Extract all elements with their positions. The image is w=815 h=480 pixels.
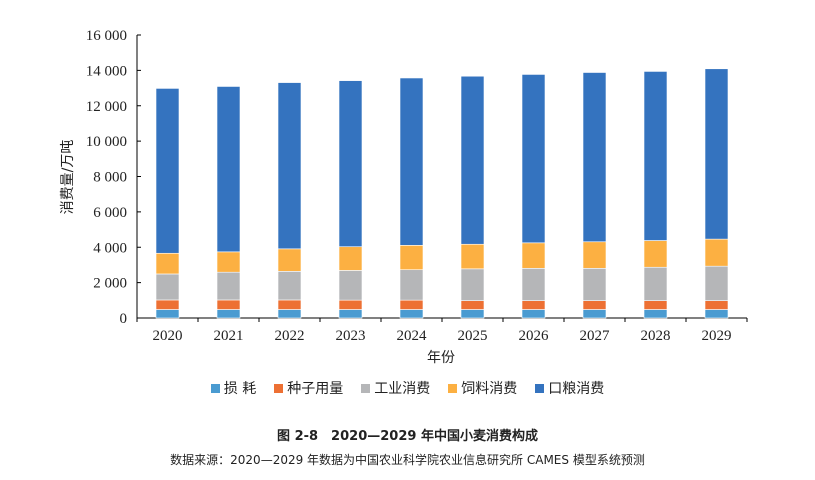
bar-segment bbox=[338, 270, 363, 301]
bar-segment bbox=[155, 299, 180, 310]
y-tick-label: 16 000 bbox=[86, 28, 127, 44]
y-tick-label: 10 000 bbox=[86, 134, 127, 150]
bar-segment bbox=[216, 251, 241, 273]
x-tick-label: 2021 bbox=[214, 328, 244, 344]
bar-segment bbox=[338, 246, 363, 271]
bar-segment bbox=[521, 267, 546, 301]
bar-segment bbox=[399, 245, 424, 271]
bar-segment bbox=[521, 309, 546, 319]
legend-label: 工业消费 bbox=[374, 381, 431, 397]
bar-segment bbox=[643, 266, 668, 301]
bar-segment bbox=[277, 248, 302, 272]
bar-segment bbox=[704, 309, 729, 319]
legend-item: 工业消费 bbox=[361, 378, 430, 398]
x-tick-label: 2028 bbox=[641, 328, 671, 344]
x-tick-label: 2023 bbox=[336, 328, 366, 344]
legend-label: 损 耗 bbox=[223, 381, 257, 397]
bar-segment bbox=[155, 88, 180, 254]
bar-segment bbox=[704, 300, 729, 310]
bar-segment bbox=[521, 242, 546, 269]
legend-swatch bbox=[448, 383, 458, 393]
bar-segment bbox=[704, 238, 729, 267]
bar-segment bbox=[582, 72, 607, 243]
bar-segment bbox=[277, 299, 302, 310]
source-note: 数据来源：2020—2029 年数据为中国农业科学院农业信息研究所 CAMES … bbox=[170, 453, 645, 467]
bar-segment bbox=[460, 243, 485, 270]
bar-segment bbox=[460, 75, 485, 245]
legend-item: 损 耗 bbox=[210, 378, 257, 398]
y-tick-label: 12 000 bbox=[86, 99, 127, 115]
y-tick-label: 2 000 bbox=[93, 276, 127, 292]
legend-swatch bbox=[361, 383, 371, 393]
legend-swatch bbox=[535, 383, 545, 393]
bar-segment bbox=[155, 273, 180, 301]
y-tick-label: 0 bbox=[120, 311, 128, 327]
bar-segment bbox=[704, 265, 729, 301]
bar-segment bbox=[582, 267, 607, 301]
bar-segment bbox=[643, 71, 668, 241]
legend: 损 耗 种子用量 工业消费 饲料消费 口粮消费 bbox=[0, 378, 815, 398]
bar-segment bbox=[643, 300, 668, 310]
x-tick-label: 2024 bbox=[397, 328, 428, 344]
legend-swatch bbox=[274, 383, 284, 393]
bar-segment bbox=[399, 77, 424, 246]
axes: 0 2 000 4 000 6 000 8 000 10 000 12 000 14 000 1… bbox=[86, 28, 748, 344]
bar-segment bbox=[521, 300, 546, 310]
legend-label: 饲料消费 bbox=[461, 381, 518, 397]
bar-segment bbox=[399, 269, 424, 301]
bar-segment bbox=[582, 300, 607, 310]
bar-segment bbox=[582, 309, 607, 319]
y-tick-label: 6 000 bbox=[93, 205, 127, 221]
x-tick-label: 2022 bbox=[275, 328, 305, 344]
bar-segment bbox=[216, 299, 241, 310]
legend-swatch bbox=[210, 383, 220, 393]
y-tick-label: 14 000 bbox=[86, 63, 127, 79]
bar-segment bbox=[277, 309, 302, 319]
bar-segment bbox=[643, 309, 668, 319]
bar-segment bbox=[155, 309, 180, 319]
y-tick-label: 4 000 bbox=[93, 240, 127, 256]
y-tick-label: 8 000 bbox=[93, 170, 127, 186]
x-tick-label: 2025 bbox=[458, 328, 488, 344]
bar-segment bbox=[277, 271, 302, 301]
bar-segment bbox=[338, 299, 363, 310]
bar-segment bbox=[704, 68, 729, 240]
bar-segment bbox=[338, 80, 363, 248]
bar-segment bbox=[460, 300, 485, 310]
x-tick-label: 2026 bbox=[519, 328, 550, 344]
bar-segment bbox=[643, 240, 668, 268]
legend-item: 饲料消费 bbox=[448, 378, 517, 398]
legend-label: 种子用量 bbox=[287, 381, 344, 397]
bar-segment bbox=[277, 82, 302, 250]
x-tick-label: 2027 bbox=[580, 328, 611, 344]
x-axis-label: 年份 bbox=[427, 350, 455, 366]
bar-segment bbox=[460, 309, 485, 319]
bar-segment bbox=[582, 241, 607, 269]
bar-segment bbox=[460, 268, 485, 301]
bars bbox=[155, 68, 729, 319]
bar-segment bbox=[399, 299, 424, 310]
bar-segment bbox=[338, 309, 363, 319]
x-tick-label: 2029 bbox=[702, 328, 732, 344]
legend-item: 口粮消费 bbox=[535, 378, 604, 398]
bar-segment bbox=[216, 309, 241, 319]
bar-segment bbox=[399, 309, 424, 319]
bar-segment bbox=[216, 271, 241, 301]
bar-segment bbox=[216, 86, 241, 253]
bar-segment bbox=[521, 74, 546, 244]
y-axis-label: 消费量/万吨 bbox=[60, 140, 76, 215]
bar-segment bbox=[155, 252, 180, 275]
x-tick-label: 2020 bbox=[153, 328, 183, 344]
chart-title: 图 2-8 2020—2029 年中国小麦消费构成 bbox=[277, 429, 538, 444]
legend-item: 种子用量 bbox=[274, 378, 343, 398]
legend-label: 口粮消费 bbox=[548, 381, 605, 397]
